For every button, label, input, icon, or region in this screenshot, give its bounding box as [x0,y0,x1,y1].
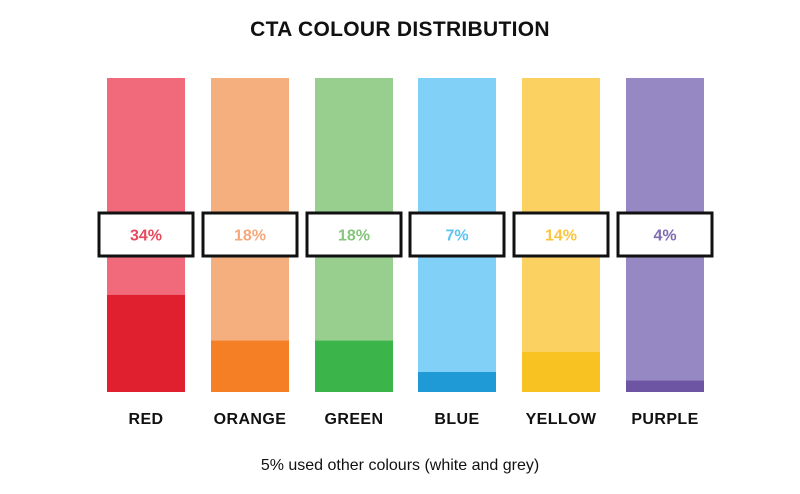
data-label-box [408,211,506,258]
data-label-box [616,211,714,258]
data-label: 18% [234,228,266,245]
category-label: ORANGE [214,411,287,428]
data-label: 7% [445,228,468,245]
bar [315,340,393,392]
data-label: 34% [130,228,162,245]
chart-title: CTA COLOUR DISTRIBUTION [250,18,550,41]
data-label: 4% [653,228,676,245]
category-label: BLUE [434,411,479,428]
category-label: PURPLE [631,411,698,428]
bar [522,352,600,392]
data-label-box [97,211,195,258]
bar [626,380,704,392]
data-label: 18% [338,228,370,245]
bar [418,372,496,392]
category-label: YELLOW [526,411,597,428]
chart-footnote: 5% used other colours (white and grey) [260,457,540,474]
data-label-box [512,211,610,258]
data-label-box [305,211,403,258]
data-label-box [201,211,299,258]
category-label: RED [129,411,164,428]
bar [211,340,289,392]
data-label: 14% [545,228,577,245]
bar [107,294,185,392]
category-label: GREEN [325,411,384,428]
